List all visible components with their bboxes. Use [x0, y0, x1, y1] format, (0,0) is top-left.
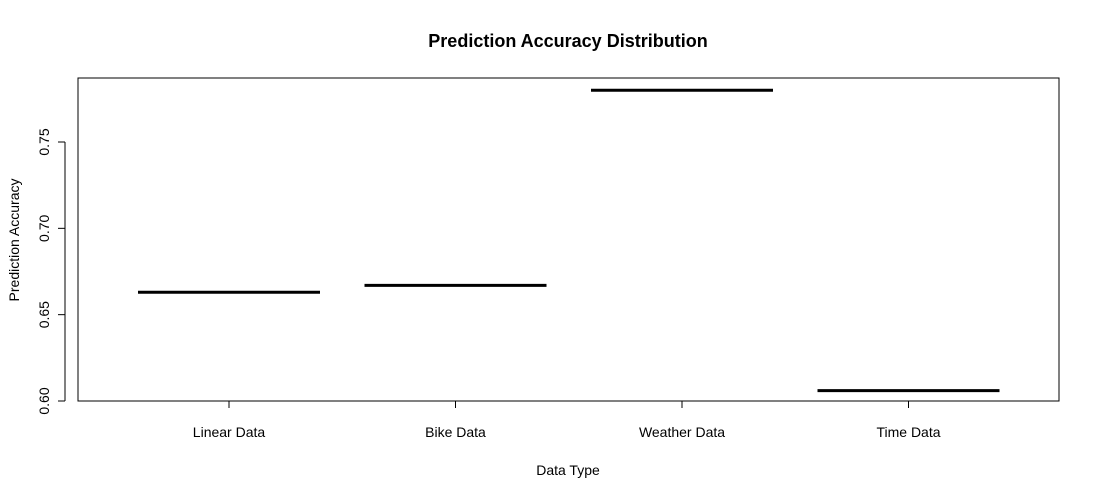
y-tick-label: 0.60 [36, 387, 52, 414]
y-tick-label: 0.75 [36, 128, 52, 155]
y-tick-label: 0.70 [36, 214, 52, 241]
x-tick-label: Weather Data [639, 424, 725, 440]
x-axis-label: Data Type [536, 462, 600, 478]
x-tick-label: Linear Data [193, 424, 266, 440]
x-axis: Linear Data Bike Data Weather Data Time Dat… [193, 400, 941, 440]
x-tick-label: Bike Data [425, 424, 486, 440]
plot-area [77, 77, 1060, 402]
y-tick-label: 0.65 [36, 301, 52, 328]
x-tick-label: Time Data [876, 424, 940, 440]
chart-title: Prediction Accuracy Distribution [428, 31, 707, 51]
y-axis-label: Prediction Accuracy [6, 179, 22, 302]
y-axis: 0.60 0.65 0.70 0.75 [36, 128, 66, 415]
median-lines [138, 88, 1000, 393]
